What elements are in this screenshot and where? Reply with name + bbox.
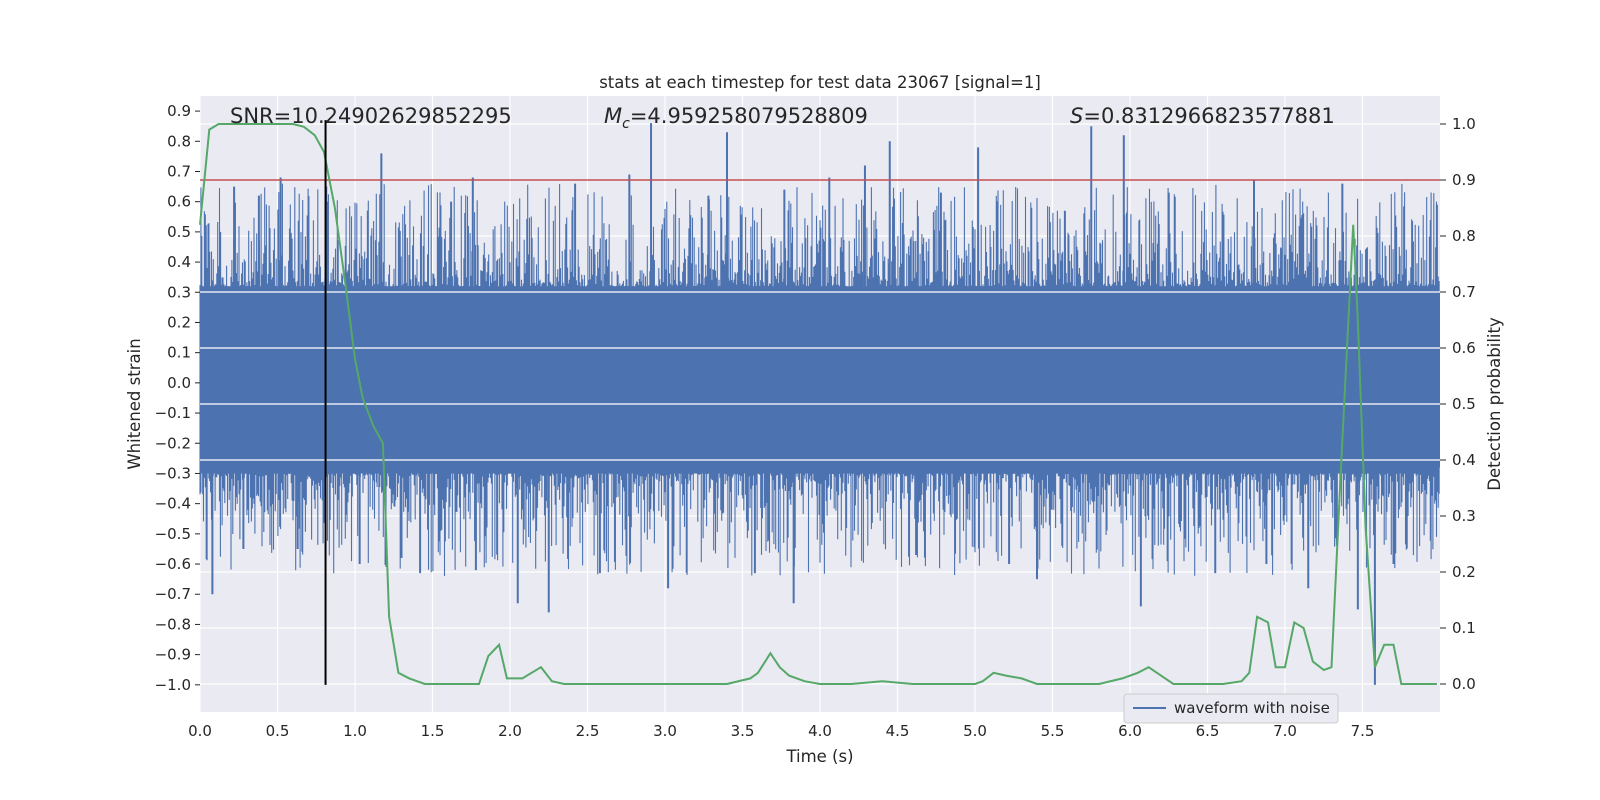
- y-tick-label: 0.3: [167, 283, 191, 301]
- x-tick-label: 1.0: [343, 722, 367, 740]
- y-tick-label: −0.4: [155, 495, 191, 513]
- y2-tick-label: 1.0: [1452, 115, 1476, 133]
- x-tick-label: 0.5: [266, 722, 290, 740]
- x-tick-label: 5.5: [1041, 722, 1065, 740]
- y-tick-label: −0.6: [155, 555, 191, 573]
- x-axis-title: Time (s): [785, 747, 853, 766]
- y-axis-title: Whitened strain: [125, 338, 144, 469]
- x-tick-label: 7.5: [1351, 722, 1375, 740]
- s-value: =0.8312966823577881: [1083, 104, 1334, 128]
- y-tick-label: 0.4: [167, 253, 191, 271]
- y-tick-label: −0.1: [155, 404, 191, 422]
- waveform-noise-line: [199, 183, 1440, 576]
- y-tick-label: 0.6: [167, 193, 191, 211]
- axes: 0.0 0.5 1.0 1.5 2.0 2.5 3.0 3.5 4.0 4.5 5.0 5.5 6.0 6…: [155, 102, 1476, 740]
- x-tick-label: 3.0: [653, 722, 677, 740]
- y-tick-label: 0.8: [167, 132, 191, 150]
- y2-tick-label: 0.8: [1452, 227, 1476, 245]
- y2-tick-label: 0.5: [1452, 395, 1476, 413]
- y-tick-label: −0.7: [155, 585, 191, 603]
- y-tick-label: 0.0: [167, 374, 191, 392]
- y2-tick-label: 0.6: [1452, 339, 1476, 357]
- y-tick-label: 0.2: [167, 313, 191, 331]
- y2-tick-label: 0.0: [1452, 675, 1476, 693]
- snr-annotation: SNR=10.24902629852295: [230, 104, 512, 128]
- x-tick-label: 0.0: [188, 722, 212, 740]
- chart-title: stats at each timestep for test data 230…: [599, 73, 1041, 92]
- x-tick-label: 6.0: [1118, 722, 1142, 740]
- chirp-mass-value: =4.959258079528809: [630, 104, 868, 128]
- y-tick-label: 0.9: [167, 102, 191, 120]
- chirp-mass-subscript: c: [622, 116, 630, 132]
- x-tick-label: 7.0: [1273, 722, 1297, 740]
- y2-tick-label: 0.3: [1452, 507, 1476, 525]
- x-tick-label: 2.0: [498, 722, 522, 740]
- y-tick-label: −0.5: [155, 525, 191, 543]
- s-symbol: S: [1070, 104, 1083, 128]
- detection-probability-line: [199, 123, 1437, 685]
- y-tick-label: 0.7: [167, 162, 191, 180]
- y-tick-label: 0.1: [167, 344, 191, 362]
- x-tick-label: 2.5: [576, 722, 600, 740]
- x-tick-label: 5.0: [963, 722, 987, 740]
- y2-tick-label: 0.4: [1452, 451, 1476, 469]
- legend-label: waveform with noise: [1174, 699, 1330, 717]
- s-annotation: S=0.8312966823577881: [1070, 104, 1335, 128]
- chirp-mass-annotation: Mc=4.959258079528809: [604, 104, 868, 132]
- legend-box: [1123, 693, 1339, 724]
- legend: waveform with noise: [1123, 693, 1339, 724]
- x-tick-label: 1.5: [421, 722, 445, 740]
- y-tick-label: −1.0: [155, 676, 191, 694]
- x-tick-label: 4.0: [808, 722, 832, 740]
- y2-tick-label: 0.2: [1452, 563, 1476, 581]
- y2-tick-label: 0.7: [1452, 283, 1476, 301]
- plot-content: [199, 120, 1440, 685]
- chirp-mass-symbol: M: [604, 104, 622, 128]
- x-tick-label: 6.5: [1196, 722, 1220, 740]
- y-tick-label: 0.5: [167, 223, 191, 241]
- y-tick-label: −0.2: [155, 434, 191, 452]
- y2-tick-label: 0.1: [1452, 619, 1476, 637]
- x-tick-label: 4.5: [886, 722, 910, 740]
- y-tick-label: −0.8: [155, 615, 191, 633]
- y-tick-label: −0.9: [155, 646, 191, 664]
- y2-tick-label: 0.9: [1452, 171, 1476, 189]
- x-tick-label: 3.5: [731, 722, 755, 740]
- y-tick-label: −0.3: [155, 464, 191, 482]
- y2-axis-title: Detection probability: [1485, 317, 1504, 491]
